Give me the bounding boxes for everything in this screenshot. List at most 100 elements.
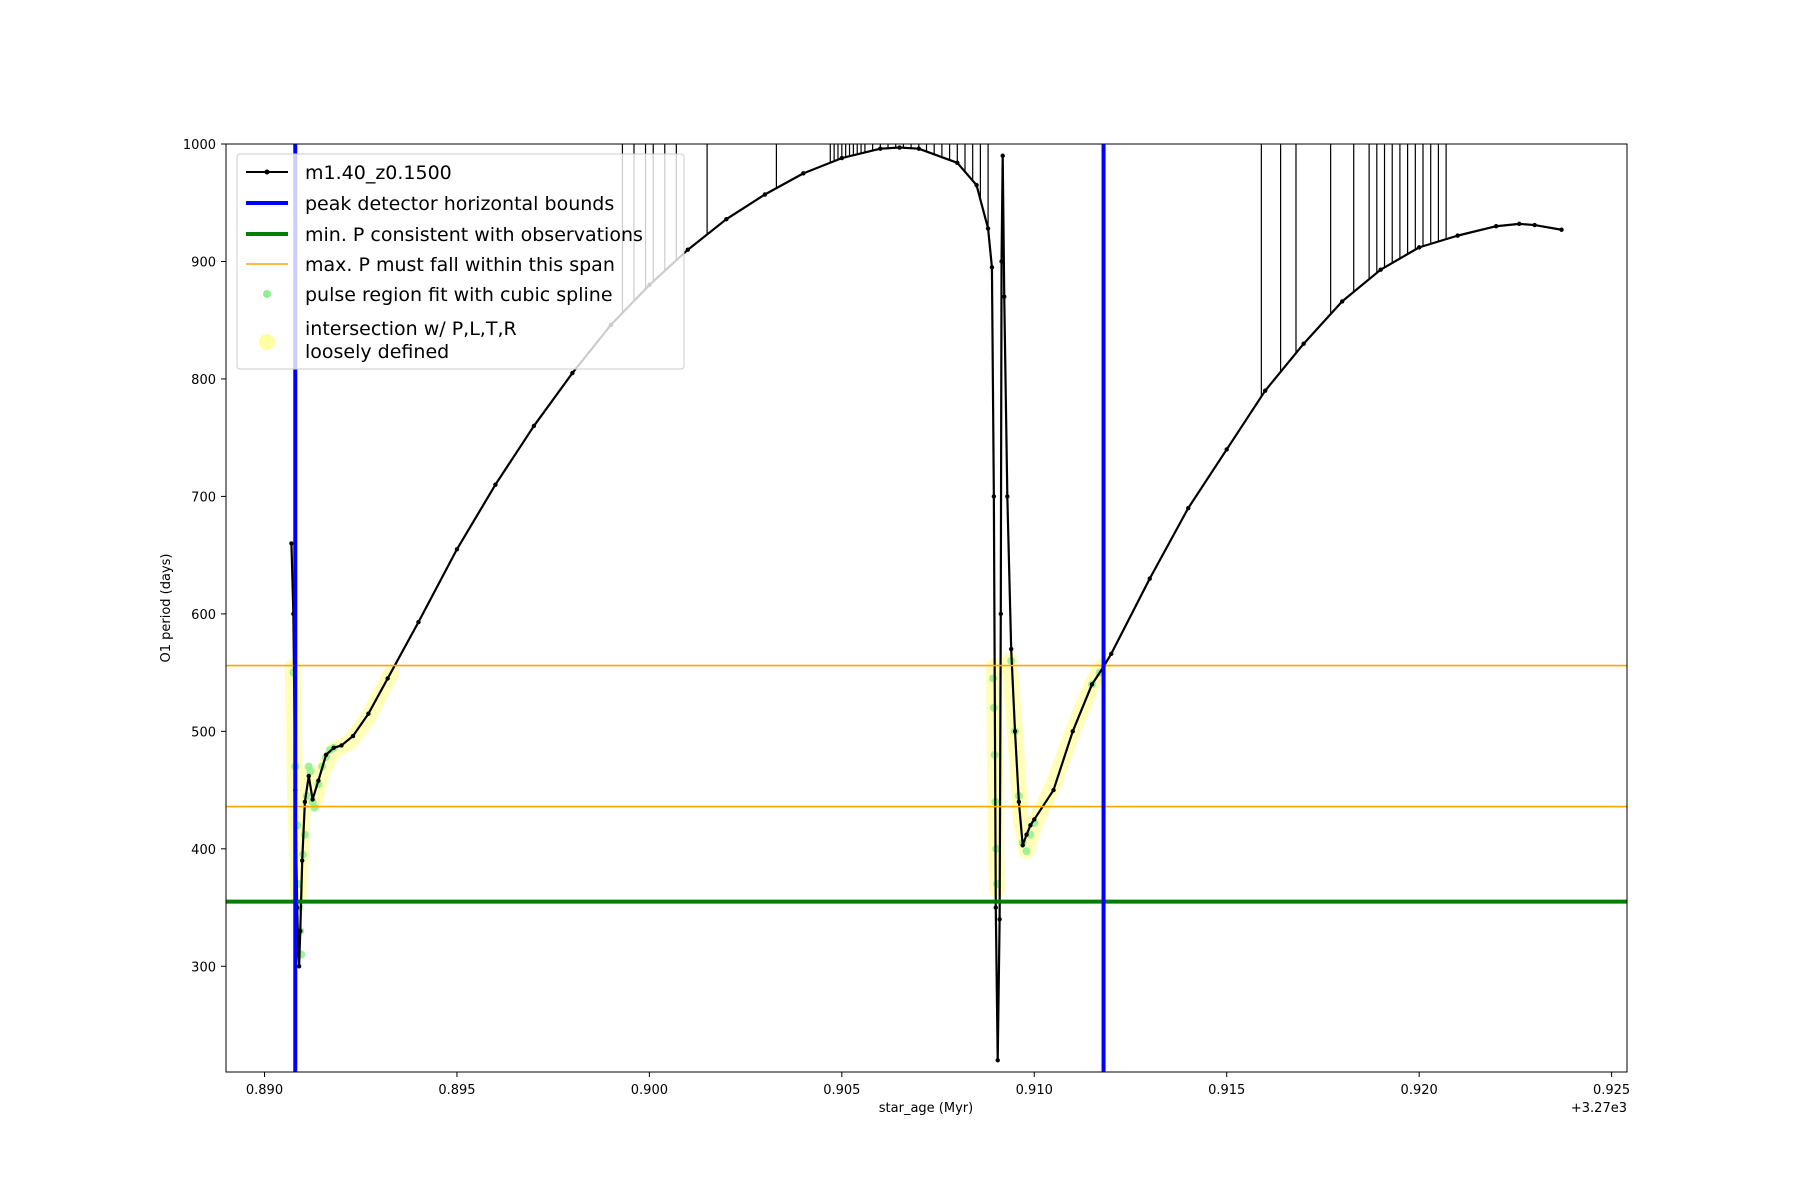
x-tick-label-1: 0.890 [246,1083,283,1098]
legend-label-6-1: intersection w/ P,L,T,R [305,318,517,340]
series-point-37 [989,265,995,270]
pulse-region-point-20 [989,674,998,683]
series-point-31 [878,146,883,151]
series-point-12 [316,778,321,783]
series-point-62 [1263,388,1268,393]
series-point-51 [1024,832,1029,837]
x-tick-label-5: 0.910 [1016,1083,1053,1098]
series-point-11 [310,797,315,802]
legend-label-2: peak detector horizontal bounds [305,193,614,215]
series-point-17 [366,711,371,716]
legend-label-5: pulse region fit with cubic spline [305,284,613,306]
y-tick-label-2: 400 [191,843,216,858]
series-point-71 [1559,227,1564,232]
x-tick-label-8: 0.925 [1593,1083,1630,1098]
y-axis-ticks: 300 400 500 600 700 800 900 1000 [183,138,226,975]
legend-label-1: m1.40_z0.1500 [305,162,452,184]
series-point-18 [385,676,390,681]
series-point-38 [991,494,997,499]
y-tick-label-7: 900 [191,255,216,270]
series-point-28 [762,192,768,197]
series-point-21 [493,482,498,487]
series-point-29 [801,171,806,176]
series-point-66 [1416,245,1422,250]
y-tick-label-4: 600 [191,608,216,623]
series-point-65 [1378,267,1383,272]
y-tick-label-5: 700 [191,490,216,505]
series-point-1 [289,541,294,546]
series-point-41 [997,917,1002,922]
series-point-60 [1186,505,1191,511]
series-point-14 [331,745,336,750]
legend-label-4: max. P must fall within this span [305,254,615,276]
series-point-52 [1028,823,1033,828]
series-point-69 [1517,221,1522,227]
y-tick-label-1: 300 [191,960,216,975]
y-tick-label-3: 500 [191,725,216,740]
plot-frame [225,143,1628,1073]
series-point-49 [1016,799,1022,805]
legend-label-6-2: loosely defined [305,341,449,363]
series-point-42 [998,611,1003,617]
legend-swatch-marker-1 [264,169,270,175]
x-axis-label: star_age (Myr) [879,1101,973,1116]
series-point-7 [298,928,303,934]
series-point-9 [302,799,308,805]
x-axis-ticks: 0.890 0.895 0.900 0.905 0.910 0.915 0.920 0.925 [246,1072,1630,1098]
series-point-13 [323,752,329,758]
series-point-33 [916,146,922,151]
series-point-47 [1008,646,1014,652]
legend-label-3: min. P consistent with observations [305,224,643,246]
pulse-region-point-9 [300,830,309,839]
y-tick-label-6: 800 [191,373,216,388]
x-tick-label-7: 0.920 [1401,1083,1438,1098]
x-tick-label-4: 0.905 [823,1083,860,1098]
series-point-10 [306,773,311,779]
series-point-46 [1005,494,1010,499]
series-point-59 [1147,576,1152,581]
series-point-56 [1089,682,1095,687]
legend-swatch-6 [259,334,275,350]
series-point-40 [995,1058,1000,1063]
series-point-8 [300,858,305,863]
series-point-39 [993,905,998,910]
x-tick-label-3: 0.900 [631,1083,668,1098]
series-point-26 [685,247,691,252]
series-point-19 [416,619,421,625]
y-tick-label-8: 1000 [183,138,216,153]
y-axis-label: O1 period (days) [159,553,174,662]
series-point-50 [1020,843,1025,848]
series-point-53 [1032,817,1037,822]
legend-swatch-5 [263,290,271,298]
series-point-43 [999,259,1004,264]
series-point-55 [1070,729,1075,734]
pulse-region-point-12 [306,767,315,776]
series-point-30 [839,155,845,161]
series-point-22 [531,423,537,429]
series-point-27 [724,216,729,222]
series-point-67 [1455,233,1460,238]
series-point-45 [1002,294,1007,299]
series-point-58 [1109,651,1114,657]
series-point-16 [350,733,356,739]
series-point-35 [974,182,979,188]
series-point-23 [570,370,575,376]
pulse-region-point-14 [310,803,319,812]
series-point-64 [1339,299,1345,304]
x-tick-label-2: 0.895 [438,1083,475,1098]
series-point-36 [985,226,991,231]
pulse-region-point-30 [1022,847,1031,856]
series-point-20 [454,547,460,552]
series-point-32 [897,145,902,150]
plot-content [226,144,1627,1072]
series-point-48 [1012,729,1018,734]
series-point-70 [1532,222,1537,228]
x-tick-label-6: 0.915 [1208,1083,1245,1098]
series-point-15 [339,743,344,748]
series-point-63 [1301,341,1306,346]
legend-box [236,153,685,370]
series-point-54 [1051,787,1056,793]
series-point-68 [1493,224,1499,229]
